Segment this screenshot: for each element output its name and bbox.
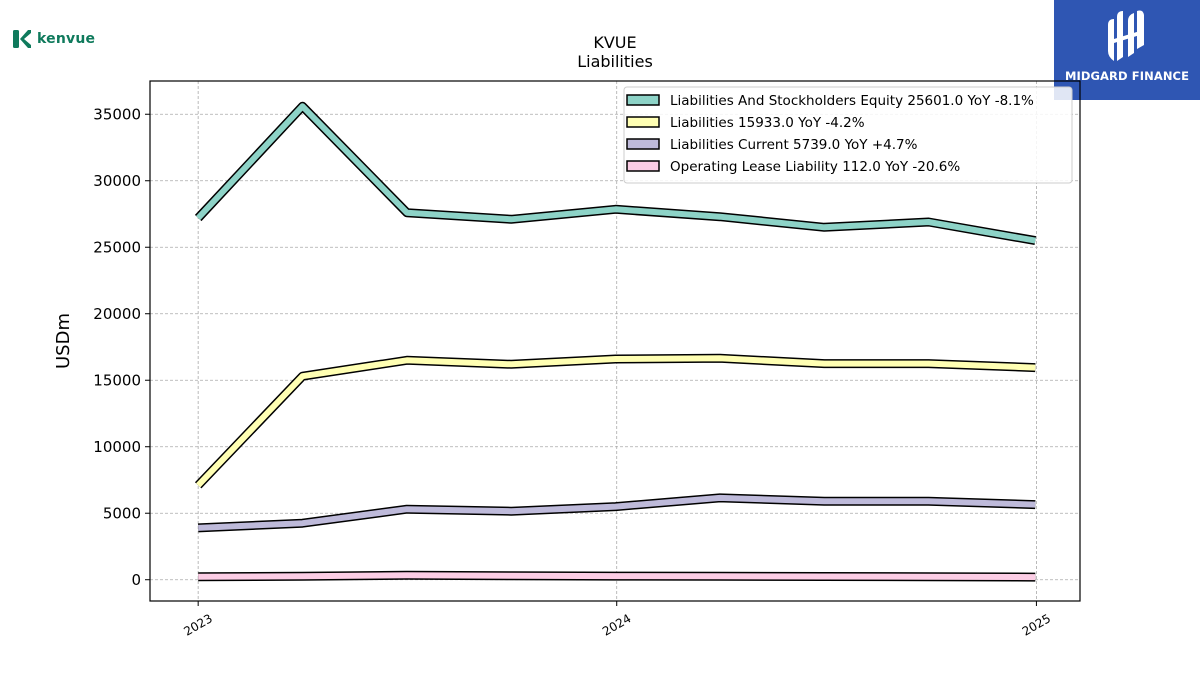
axis-ticks: 0 5000 10000 15000 20000 25000 30000 35000 2023 2… xyxy=(93,106,1053,639)
publisher-logo: MIDGARD FINANCE xyxy=(1054,0,1200,100)
company-logo-text: kenvue xyxy=(37,31,96,47)
legend-label: Liabilities Current 5739.0 YoY +4.7% xyxy=(670,137,918,153)
chart-subtitle: Liabilities xyxy=(577,52,653,71)
publisher-logo-text: MIDGARD FINANCE xyxy=(1064,69,1190,83)
series-lines xyxy=(194,101,1037,582)
y-axis-label: USDm xyxy=(53,313,74,369)
chart-title: KVUE xyxy=(593,33,636,52)
x-tick-label: 2025 xyxy=(1020,611,1053,638)
legend-label: Liabilities 15933.0 YoY -4.2% xyxy=(670,115,865,131)
legend-box xyxy=(623,86,1073,184)
series-line xyxy=(198,494,1036,531)
y-tick-label: 10000 xyxy=(93,438,141,456)
plot-frame xyxy=(149,80,1081,602)
series-line xyxy=(198,572,1036,581)
legend-swatch xyxy=(626,94,660,106)
y-tick-label: 0 xyxy=(131,571,141,589)
series-line xyxy=(196,103,1036,244)
y-tick-label: 25000 xyxy=(93,239,141,257)
y-tick-label: 30000 xyxy=(93,172,141,190)
series-line xyxy=(196,355,1036,488)
legend: Liabilities And Stockholders Equity 2560… xyxy=(623,86,1073,184)
company-logo: kenvue xyxy=(12,28,95,50)
midgard-emblem-icon xyxy=(1108,10,1144,61)
x-tick-label: 2024 xyxy=(600,611,633,638)
kenvue-k-icon xyxy=(13,30,31,48)
legend-swatch xyxy=(626,160,660,172)
legend-swatch xyxy=(626,116,660,128)
legend-label: Liabilities And Stockholders Equity 2560… xyxy=(670,93,1034,109)
y-tick-label: 5000 xyxy=(103,505,141,523)
x-tick-label: 2023 xyxy=(181,611,214,638)
legend-swatch xyxy=(626,138,660,150)
y-tick-label: 15000 xyxy=(93,372,141,390)
y-tick-label: 35000 xyxy=(93,106,141,124)
y-tick-label: 20000 xyxy=(93,305,141,323)
legend-label: Operating Lease Liability 112.0 YoY -20.… xyxy=(670,159,960,175)
